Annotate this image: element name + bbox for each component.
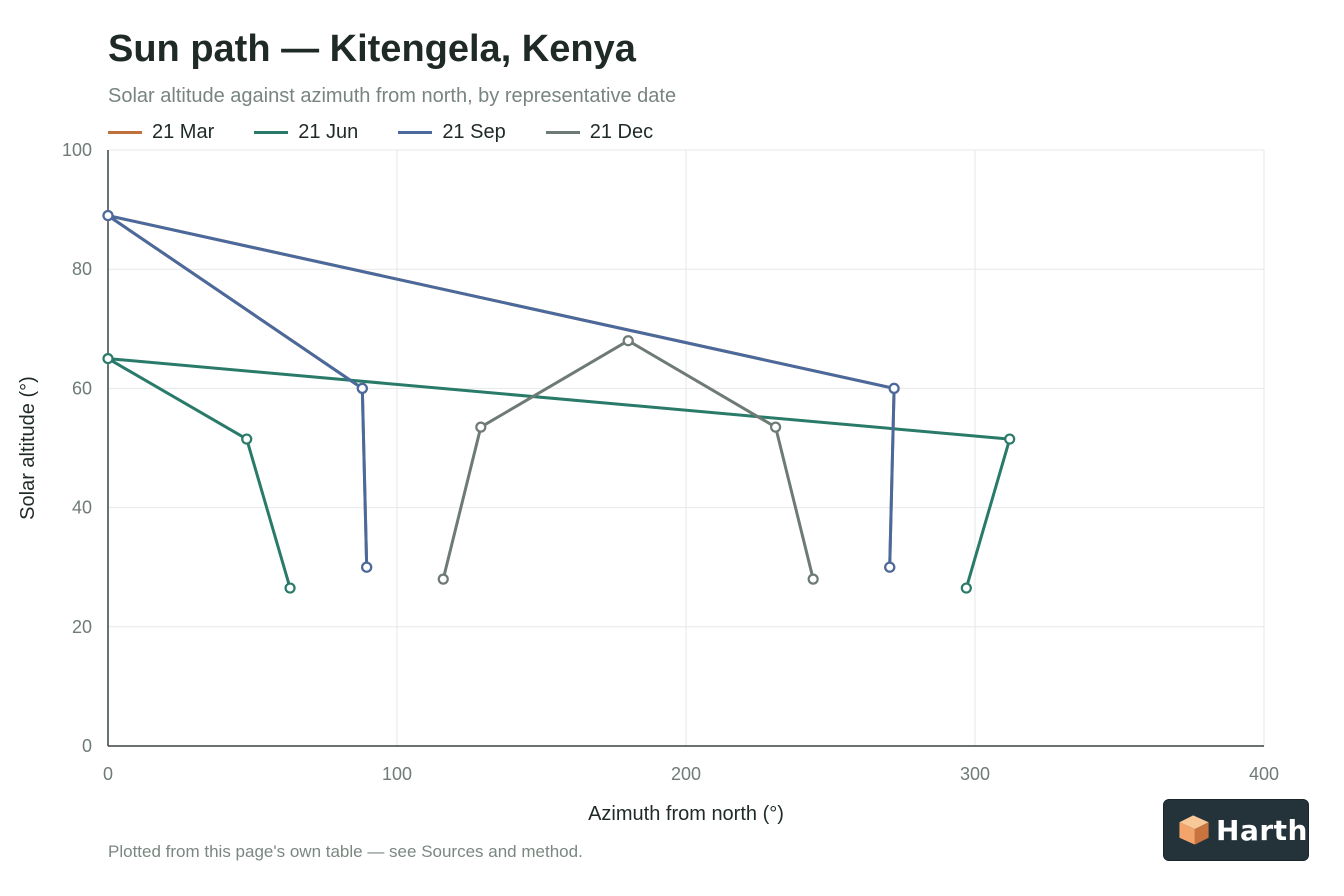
data-point <box>622 335 634 347</box>
harth-cube-logo-icon <box>1179 815 1209 845</box>
legend-label: 21 Mar <box>152 120 215 143</box>
y-tick-label: 60 <box>72 378 92 398</box>
series-line-21-dec <box>441 339 815 580</box>
legend-label: 21 Dec <box>589 120 654 143</box>
chart-title: Sun path — Kitengela, Kenya <box>108 28 636 70</box>
y-axis-title: Solar altitude (°) <box>17 376 39 520</box>
series-line-21-mar <box>106 214 896 568</box>
legend-item: 21 Mar <box>108 121 214 144</box>
legend-label: 21 Sep <box>442 120 506 143</box>
footnote: Plotted from this page's own table — see… <box>108 842 583 861</box>
data-point <box>241 433 253 445</box>
x-tick-label: 200 <box>671 764 701 784</box>
data-point <box>475 421 487 433</box>
data-point <box>884 561 896 573</box>
x-axis-title: Azimuth from north (°) <box>588 803 784 825</box>
y-tick-label: 0 <box>82 736 92 756</box>
data-point <box>361 561 373 573</box>
legend-swatch <box>398 130 433 134</box>
y-tick-label: 40 <box>72 498 92 518</box>
y-tick-label: 20 <box>72 617 92 637</box>
y-tick-label: 80 <box>72 259 92 279</box>
legend-label: 21 Jun <box>298 120 359 143</box>
x-tick-label: 0 <box>103 764 113 784</box>
brand-badge[interactable]: Harth <box>1163 799 1309 861</box>
data-point <box>356 382 368 394</box>
x-tick-label: 100 <box>382 764 412 784</box>
data-point <box>769 421 782 433</box>
chart-subtitle: Solar altitude against azimuth from nort… <box>108 85 677 107</box>
x-tick-label: 300 <box>960 764 990 784</box>
legend-item: 21 Sep <box>398 120 506 144</box>
data-point <box>284 582 296 594</box>
data-point <box>1004 433 1016 445</box>
data-point <box>807 573 819 585</box>
series-line-21-jun <box>106 357 1012 589</box>
legend-item: 21 Dec <box>545 120 654 144</box>
series-line-21-sep <box>106 214 896 568</box>
legend-swatch <box>108 130 142 134</box>
brand-name: Harth <box>1216 813 1308 847</box>
data-point <box>888 382 900 394</box>
legend-swatch <box>254 130 289 134</box>
legend-item: 21 Jun <box>254 121 358 144</box>
data-point <box>102 209 114 222</box>
data-point <box>102 353 114 365</box>
x-tick-label: 400 <box>1249 764 1279 784</box>
chart-legend: 21 Mar 21 Jun 21 Sep 21 Dec <box>108 120 693 144</box>
data-point <box>437 573 449 585</box>
legend-swatch <box>545 130 580 134</box>
data-point <box>960 582 972 594</box>
y-tick-label: 100 <box>62 140 92 160</box>
